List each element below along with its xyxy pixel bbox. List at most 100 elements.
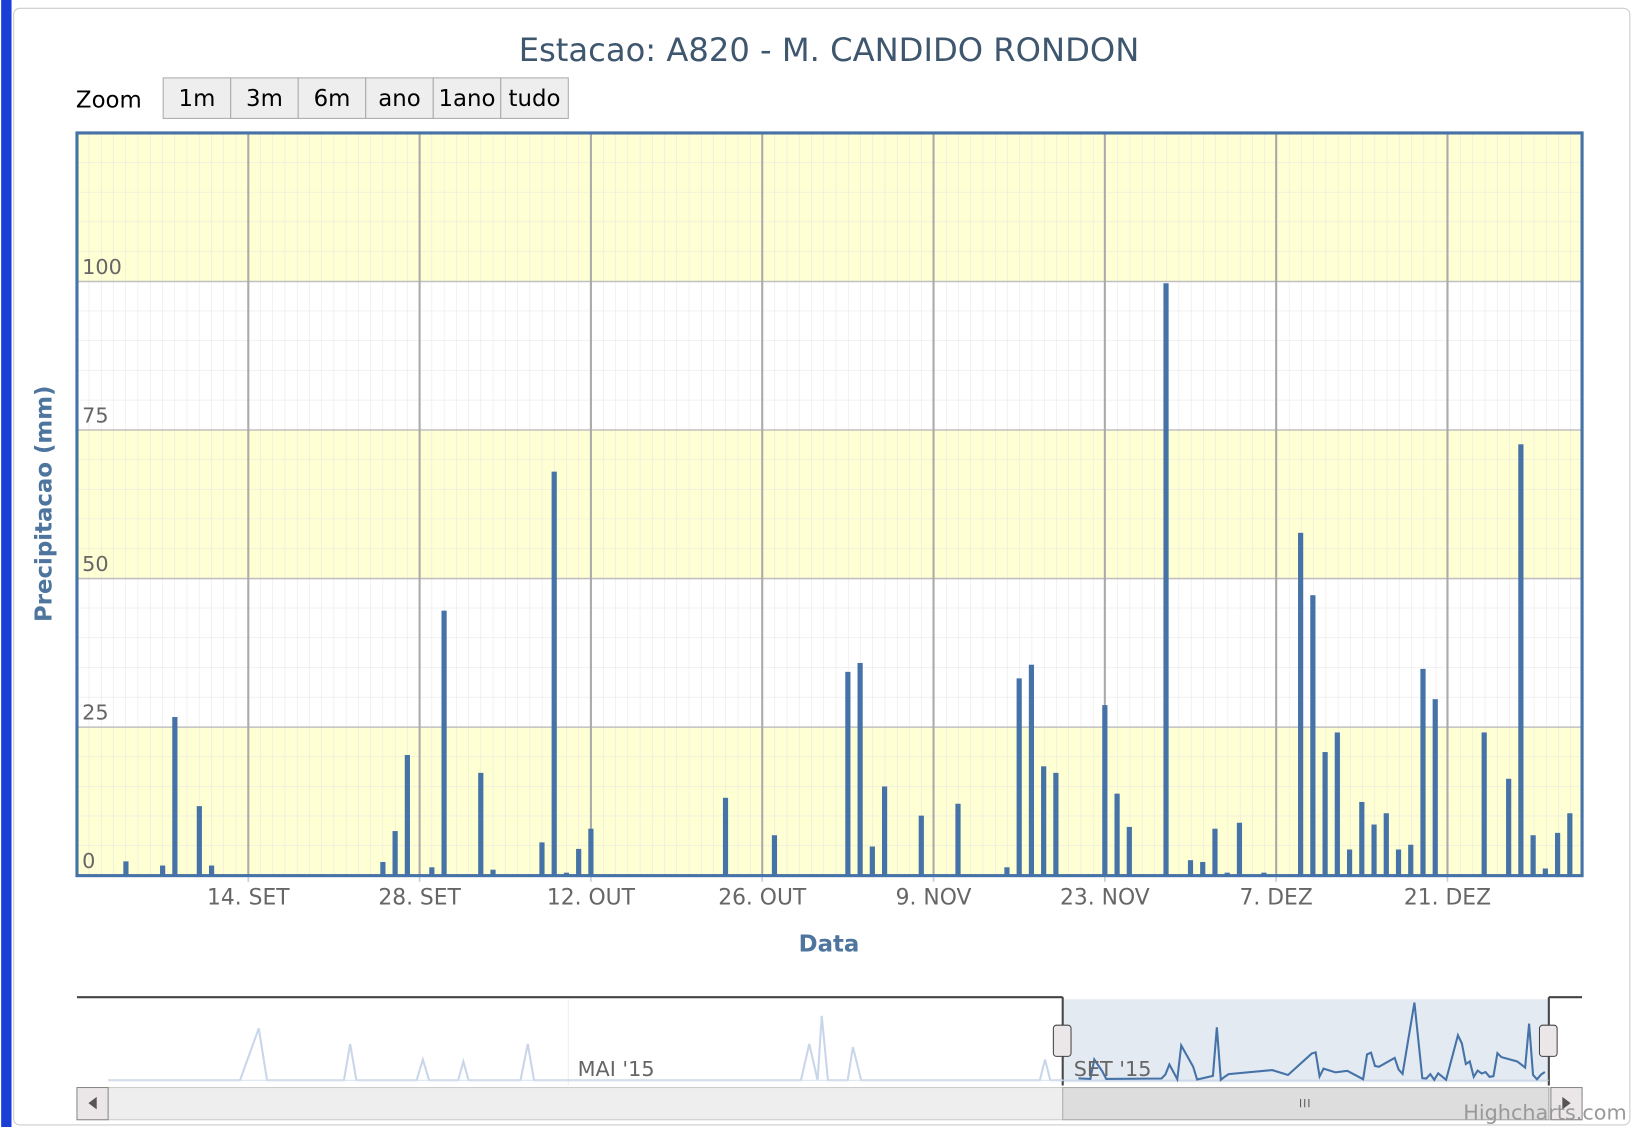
zoom-label: Zoom <box>76 87 142 113</box>
bar <box>1383 813 1389 876</box>
bar <box>1481 732 1487 876</box>
button-frame[interactable] <box>230 77 299 119</box>
bar <box>918 815 924 876</box>
bar <box>1408 844 1414 876</box>
bar <box>1334 732 1340 876</box>
bar <box>1028 664 1035 876</box>
navigator-series <box>1078 1002 1546 1083</box>
bar <box>1102 705 1108 876</box>
x-tick-label: 28. SET <box>378 885 461 910</box>
grip-icon <box>1300 1098 1310 1108</box>
zoom-button[interactable]: 3m <box>230 77 299 119</box>
navigator-label: SET '15 <box>1074 1057 1152 1081</box>
button-label[interactable]: 1m <box>179 86 216 112</box>
bar <box>1053 772 1059 876</box>
button-label[interactable]: ano <box>378 86 420 112</box>
arrow-icon <box>1562 1096 1571 1110</box>
y-tick-label: 25 <box>82 701 108 725</box>
zoom-button[interactable]: 1ano <box>432 77 502 119</box>
bar <box>539 842 545 876</box>
x-axis-title: Data <box>799 932 860 958</box>
bar <box>881 786 888 876</box>
button-frame[interactable] <box>365 77 434 119</box>
bar <box>1114 793 1120 876</box>
bar <box>208 865 215 876</box>
y-tick-label: 50 <box>82 552 108 576</box>
bar <box>1041 766 1047 876</box>
button-label[interactable]: 1ano <box>439 86 496 112</box>
bar <box>441 610 447 876</box>
y-axis-title: Precipitacao (mm) <box>31 386 57 622</box>
bar <box>1506 778 1512 876</box>
x-tick-label: 23. NOV <box>1060 885 1150 910</box>
bar <box>1016 678 1022 876</box>
bar <box>1126 826 1132 876</box>
bar <box>1420 668 1426 876</box>
chart-title: Estacao: A820 - M. CANDIDO RONDON <box>519 31 1140 69</box>
bar <box>857 662 863 876</box>
bar <box>1530 835 1536 876</box>
zoom-button[interactable]: 6m <box>297 77 367 119</box>
navigator: MAI '15 SET '15 <box>76 996 1583 1121</box>
zoom-button[interactable]: tudo <box>500 77 569 119</box>
bar <box>1187 860 1194 876</box>
bar <box>392 831 398 876</box>
x-tick-label: 12. OUT <box>547 885 636 910</box>
bar <box>1310 595 1316 876</box>
scrollbar-thumb[interactable] <box>1062 1087 1550 1121</box>
x-tick-label: 9. NOV <box>896 885 972 910</box>
button-frame[interactable] <box>500 77 569 119</box>
bar <box>1359 801 1365 876</box>
x-tick-label: 14. SET <box>207 885 290 910</box>
bar <box>955 803 961 876</box>
bar <box>1432 699 1438 876</box>
button-label[interactable]: tudo <box>509 86 561 112</box>
bar <box>588 828 594 876</box>
bar <box>771 835 778 876</box>
navigator-label: MAI '15 <box>578 1057 655 1081</box>
bar <box>380 861 386 876</box>
credit[interactable]: Highcharts.com <box>1463 1100 1626 1124</box>
x-tick-label: 21. DEZ <box>1404 885 1491 910</box>
bar <box>1542 868 1548 876</box>
bar <box>1004 867 1010 876</box>
button-label[interactable]: 6m <box>314 86 351 112</box>
bar <box>1518 444 1524 876</box>
bar <box>1298 532 1304 876</box>
zoom-button[interactable]: 1m <box>162 77 232 119</box>
bar <box>551 471 557 876</box>
navigator-history <box>108 1015 1063 1082</box>
minor-grid <box>76 132 1583 876</box>
bar <box>1200 861 1206 876</box>
y-tick-label: 75 <box>82 404 108 428</box>
bar <box>429 867 435 876</box>
navigator-selection[interactable] <box>1062 999 1549 1083</box>
button-frame[interactable] <box>162 77 232 119</box>
bar <box>869 846 875 876</box>
bar <box>1346 849 1353 876</box>
navigator-handle[interactable] <box>1538 1024 1558 1057</box>
bar <box>1371 824 1377 876</box>
x-tick-label: 7. DEZ <box>1240 885 1313 910</box>
y-tick-label: 0 <box>82 849 95 873</box>
bar <box>478 772 484 876</box>
x-tick-label: 26. OUT <box>718 885 807 910</box>
bar <box>1163 283 1169 876</box>
bar <box>1322 752 1328 876</box>
bar <box>1567 813 1573 876</box>
navigator-handle[interactable] <box>1052 1024 1072 1057</box>
button-label[interactable]: 3m <box>246 86 283 112</box>
bar <box>722 797 729 876</box>
bar <box>1554 832 1561 876</box>
zoom-button[interactable]: ano <box>365 77 434 119</box>
bar <box>196 806 202 876</box>
button-frame[interactable] <box>432 77 502 119</box>
bar <box>123 861 129 876</box>
bar <box>1212 828 1218 876</box>
plot-border <box>75 131 1584 878</box>
bar <box>160 865 166 876</box>
arrow-icon <box>88 1096 97 1110</box>
window-edge <box>1 0 12 1127</box>
bar <box>845 671 851 876</box>
